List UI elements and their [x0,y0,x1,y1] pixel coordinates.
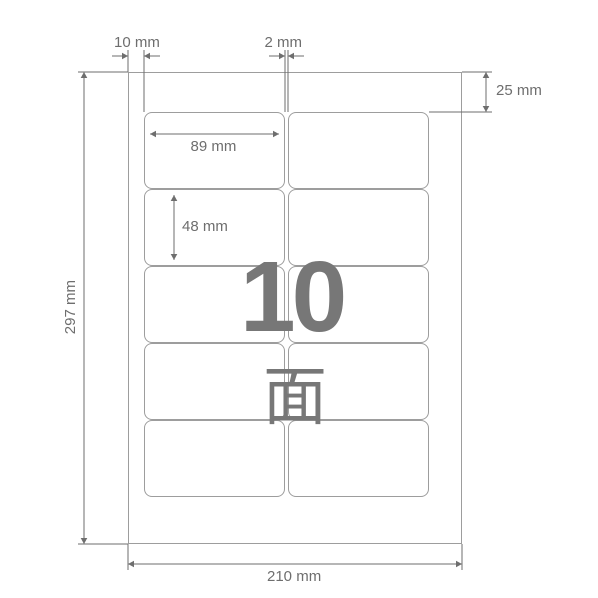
dim-top-margin-text: 25 mm [496,82,542,99]
label-cell [288,112,429,189]
center-cjk: 面 [263,346,327,438]
dim-width-text: 210 mm [267,568,321,585]
dim-label-height-text: 48 mm [182,218,228,235]
dim-left-margin-text: 10 mm [114,34,160,51]
dim-height-text: 297 mm [62,280,79,334]
diagram-canvas: 210 mm 297 mm 10 mm 25 mm 2 mm 89 mm 48 … [0,0,598,598]
dim-horizontal-gap-text: 2 mm [265,34,303,51]
center-number: 10 [240,240,343,355]
dim-label-width-text: 89 mm [191,138,237,155]
